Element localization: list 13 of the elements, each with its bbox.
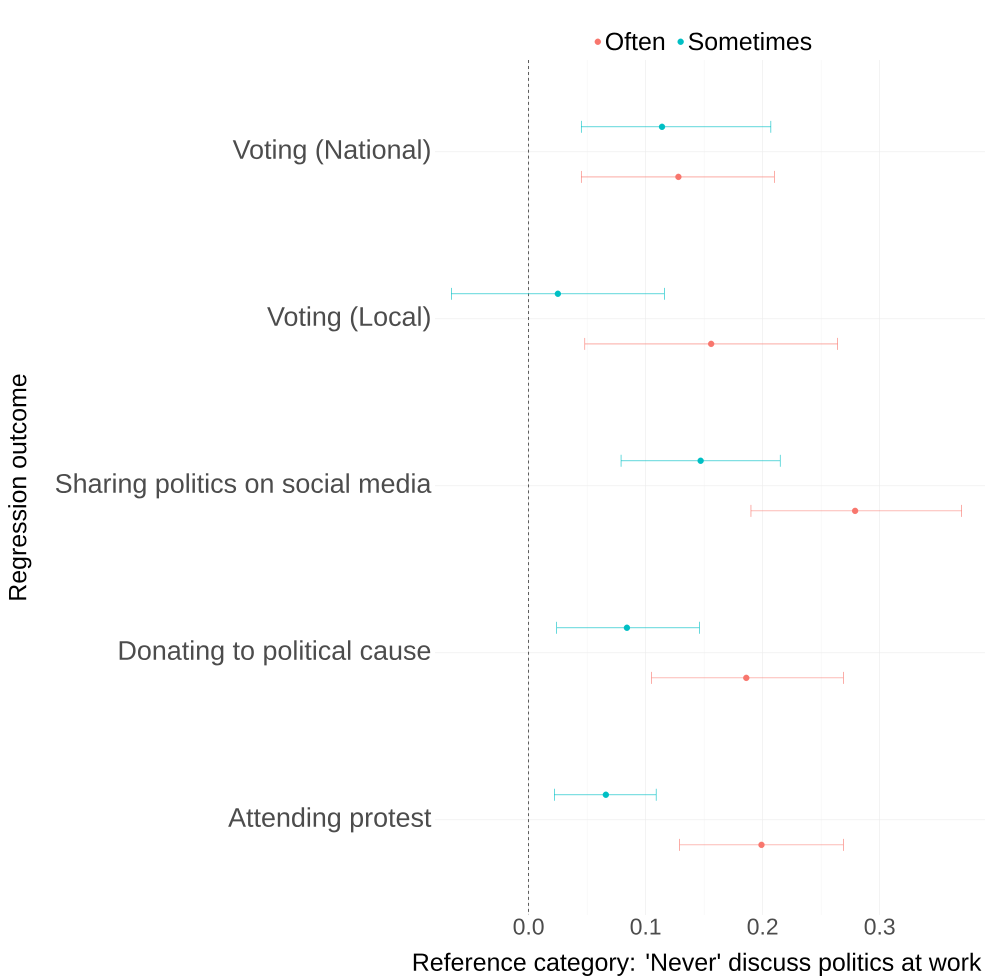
x-tick-label: 0.1 xyxy=(630,918,660,935)
x-tick-label: 0.0 xyxy=(514,918,544,935)
y-tick-label: Voting (Local) xyxy=(267,306,430,332)
y-axis-title: Regression outcome xyxy=(8,374,32,600)
x-tick-label: 0.2 xyxy=(748,918,778,935)
legend-label: Sometimes xyxy=(688,32,812,50)
y-tick-label: Voting (National) xyxy=(232,139,430,164)
x-axis-title: Reference category: 'Never' discuss politics at work xyxy=(414,952,982,976)
legend-label: Often xyxy=(606,32,664,50)
y-tick-label: Sharing politics on social media xyxy=(56,473,432,498)
y-tick-label: Donating to political cause xyxy=(120,640,430,666)
x-tick-label: 0.3 xyxy=(864,918,895,935)
y-tick-label: Attending protest xyxy=(228,807,432,832)
